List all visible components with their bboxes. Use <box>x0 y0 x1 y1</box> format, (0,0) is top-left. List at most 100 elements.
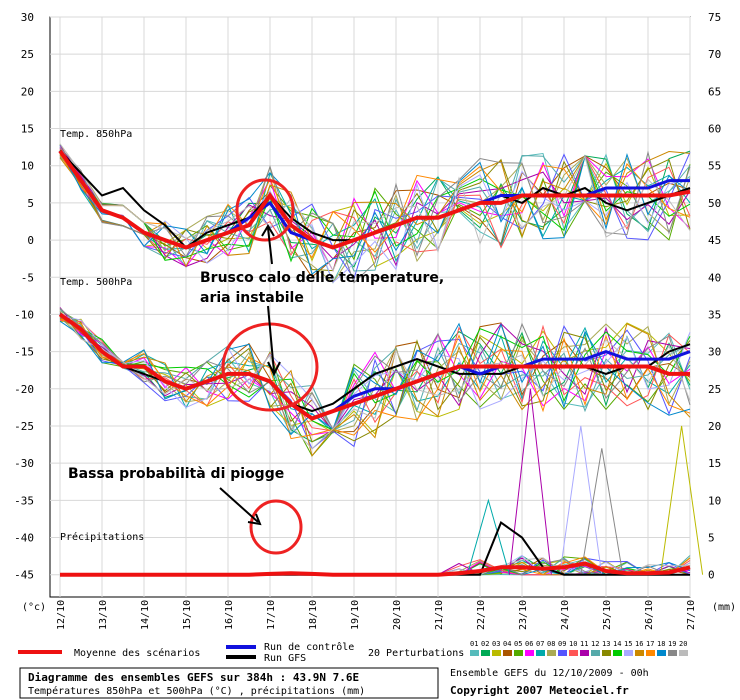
legend-mean-label: Moyenne des scénarios <box>74 647 200 659</box>
legend-gfs-label: Run GFS <box>264 653 306 664</box>
member-500-line <box>59 311 691 443</box>
legend-member-swatch <box>646 650 655 656</box>
y-tick-right: 75 <box>708 11 721 24</box>
legend-member-swatch <box>679 650 688 656</box>
member-500-line <box>59 307 691 432</box>
x-tick: 20/10 <box>392 600 403 630</box>
legend-member-number: 12 <box>591 640 599 648</box>
y-tick-left: -30 <box>14 457 34 470</box>
t850-mean-line <box>58 149 691 250</box>
precip-mean-line <box>60 561 691 577</box>
main-series <box>58 149 691 577</box>
legend-member-swatch <box>580 650 589 656</box>
y-tick-left: 15 <box>21 123 34 136</box>
legend-member-number: 03 <box>492 640 500 648</box>
legend-member-swatch <box>624 650 633 656</box>
legend-member-swatch <box>503 650 512 656</box>
legend-member-swatch <box>591 650 600 656</box>
legend-member-swatch <box>613 650 622 656</box>
y-tick-left: -20 <box>14 383 34 396</box>
legend-member-number: 19 <box>668 640 676 648</box>
x-tick: 12/10 <box>56 600 67 630</box>
y-tick-left: -10 <box>14 308 34 321</box>
y-tick-left: 25 <box>21 48 34 61</box>
legend-member-number: 18 <box>657 640 665 648</box>
annotation-drop-line2: aria instabile <box>200 290 304 306</box>
x-tick: 25/10 <box>602 600 613 630</box>
y-tick-left: 5 <box>27 197 34 210</box>
y-tick-left: 20 <box>21 85 34 98</box>
x-axis: 12/10 13/10 14/10 15/10 16/10 17/10 18/10 19/10… <box>56 600 697 630</box>
arrow-precip <box>219 487 262 526</box>
legend-member-swatch <box>481 650 490 656</box>
legend-member-swatch <box>668 650 677 656</box>
circle-850 <box>235 178 295 242</box>
legend-member-number: 15 <box>624 640 632 648</box>
y-tick-right: 70 <box>708 48 721 61</box>
annotation-rain: Bassa probabilità di piogge <box>68 466 284 482</box>
y-tick-left: 30 <box>21 11 34 24</box>
y-tick-left: -25 <box>14 420 34 433</box>
x-tick: 13/10 <box>98 600 109 630</box>
legend-member-swatch <box>514 650 523 656</box>
member-500-line <box>59 319 691 443</box>
member-500-line <box>59 312 691 431</box>
legend-member-number: 08 <box>547 640 555 648</box>
member-500-line <box>59 318 691 435</box>
y-tick-right: 5 <box>708 532 715 545</box>
member-850-line <box>59 146 691 284</box>
ensemble-info: Ensemble GEFS du 12/10/2009 - 00h <box>450 668 649 679</box>
legend-member-number: 09 <box>558 640 566 648</box>
y-tick-right: 40 <box>708 271 721 284</box>
y-tick-left: -15 <box>14 346 34 359</box>
y-tick-left: 10 <box>21 160 34 173</box>
annotation-arrows <box>219 224 281 526</box>
member-500-line <box>59 319 691 432</box>
legend-member-swatch <box>558 650 567 656</box>
member-500-line <box>59 314 691 431</box>
legend-member-swatch <box>525 650 534 656</box>
x-tick: 22/10 <box>476 600 487 630</box>
title-box <box>19 667 439 699</box>
y-tick-right: 15 <box>708 457 721 470</box>
member-precip-peak <box>660 425 704 575</box>
x-tick: 27/10 <box>686 600 697 630</box>
legend-member-swatch <box>547 650 556 656</box>
legend-member-number: 11 <box>580 640 588 648</box>
y-tick-left: -45 <box>14 569 34 582</box>
legend-member-swatch <box>657 650 666 656</box>
legend-member-number: 20 <box>679 640 687 648</box>
x-tick: 21/10 <box>434 600 445 630</box>
right-unit-label: (mm) <box>712 602 736 613</box>
y-tick-left: -5 <box>21 271 34 284</box>
y-tick-right: 0 <box>708 569 715 582</box>
legend-member-swatch <box>536 650 545 656</box>
chart-title: Diagramme des ensembles GEFS sur 384h : … <box>28 671 359 684</box>
legend-member-number: 17 <box>646 640 654 648</box>
member-500-line <box>59 318 691 450</box>
y-tick-right: 35 <box>708 308 721 321</box>
x-tick: 24/10 <box>560 600 571 630</box>
member-850-line <box>59 143 691 272</box>
x-tick: 18/10 <box>308 600 319 630</box>
arrow-850 <box>261 224 275 265</box>
x-tick: 15/10 <box>182 600 193 630</box>
legend-member-number: 16 <box>635 640 643 648</box>
legend-member-number: 07 <box>536 640 544 648</box>
x-tick: 16/10 <box>224 600 235 630</box>
legend-member-swatch <box>635 650 644 656</box>
member-500-line <box>59 320 691 436</box>
y-tick-right: 25 <box>708 383 721 396</box>
legend-member-number: 14 <box>613 640 621 648</box>
y-tick-right: 65 <box>708 85 721 98</box>
precip-label: Précipitations <box>60 531 144 543</box>
t500-mean-line <box>58 312 690 421</box>
y-tick-left: 0 <box>27 234 34 247</box>
legend: Moyenne des scénarios Run de contrôle Ru… <box>18 640 688 664</box>
legend-member-number: 05 <box>514 640 522 648</box>
legend-member-number: 06 <box>525 640 533 648</box>
member-500-line <box>59 314 691 433</box>
